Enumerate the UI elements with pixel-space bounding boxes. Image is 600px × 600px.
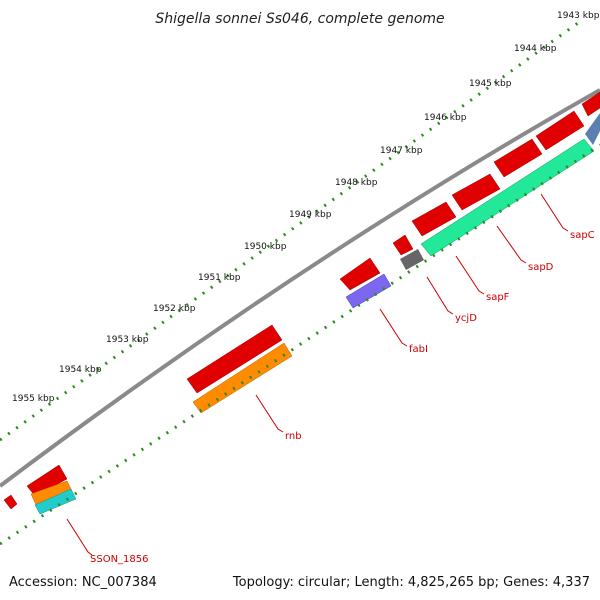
kbp-labels: 1943 kbp 1944 kbp 1945 kbp 1946 kbp 1947… bbox=[12, 11, 600, 404]
kbp-label-1945: 1945 kbp bbox=[469, 79, 512, 89]
kbp-label-1953: 1953 kbp bbox=[106, 335, 149, 345]
map-title: Shigella sonnei Ss046, complete genome bbox=[155, 11, 444, 27]
feature-block-slate[interactable] bbox=[585, 113, 600, 145]
genome-backbone bbox=[0, 88, 600, 488]
kbp-label-1952: 1952 kbp bbox=[153, 304, 196, 314]
kbp-label-1944: 1944 kbp bbox=[514, 44, 557, 54]
gene-arrow[interactable] bbox=[411, 201, 457, 237]
gene-arrow[interactable] bbox=[186, 324, 283, 394]
gene-labels: sapC sapD sapF ycjD fabI rnb SSON_1856 bbox=[90, 230, 595, 565]
gene-label-sapF[interactable]: sapF bbox=[486, 292, 510, 303]
leader-line-fabI bbox=[379, 308, 408, 347]
gene-arrow[interactable] bbox=[451, 173, 501, 211]
kbp-label-1948: 1948 kbp bbox=[335, 178, 378, 188]
feature-block-orange[interactable] bbox=[192, 342, 293, 414]
gene-label-SSON_1856[interactable]: SSON_1856 bbox=[90, 554, 149, 565]
accession-text: Accession: NC_007384 bbox=[9, 575, 157, 590]
gene-arrow[interactable] bbox=[535, 110, 585, 151]
kbp-label-1950: 1950 kbp bbox=[244, 242, 287, 252]
gene-arrow[interactable] bbox=[493, 138, 543, 178]
gene-arrow[interactable] bbox=[26, 464, 68, 497]
feature-block-cyan[interactable] bbox=[34, 488, 77, 515]
inner-tick-ring bbox=[0, 143, 600, 546]
leader-line-rnb bbox=[255, 394, 284, 433]
feature-block-teal[interactable] bbox=[420, 138, 595, 257]
kbp-label-1954: 1954 kbp bbox=[59, 365, 102, 375]
leader-line-sapC bbox=[540, 193, 569, 232]
leader-line-sapD bbox=[496, 225, 527, 264]
gene-arrow[interactable] bbox=[392, 234, 414, 256]
feature-block-purple[interactable] bbox=[345, 273, 392, 309]
kbp-label-1946: 1946 kbp bbox=[424, 113, 467, 123]
kbp-label-1951: 1951 kbp bbox=[198, 273, 241, 283]
gene-label-sapD[interactable]: sapD bbox=[528, 262, 554, 273]
cds-track bbox=[3, 91, 600, 510]
leader-lines bbox=[66, 193, 569, 556]
kbp-label-1943: 1943 kbp bbox=[557, 11, 600, 21]
gene-label-ycjD[interactable]: ycjD bbox=[455, 313, 477, 324]
kbp-label-1947: 1947 kbp bbox=[380, 146, 423, 156]
gene-label-fabI[interactable]: fabI bbox=[409, 344, 428, 355]
gene-label-rnb[interactable]: rnb bbox=[285, 431, 302, 442]
genome-summary-text: Topology: circular; Length: 4,825,265 bp… bbox=[232, 575, 590, 590]
gene-arrow[interactable] bbox=[581, 91, 600, 117]
feature-track bbox=[30, 113, 600, 515]
kbp-label-1949: 1949 kbp bbox=[289, 210, 332, 220]
leader-line-sapF bbox=[455, 255, 485, 295]
gene-label-sapC[interactable]: sapC bbox=[570, 230, 595, 241]
kbp-label-1955: 1955 kbp bbox=[12, 394, 55, 404]
gene-arrow[interactable] bbox=[3, 494, 18, 510]
leader-line-SSON_1856 bbox=[66, 518, 93, 556]
leader-line-ycjD bbox=[426, 276, 454, 315]
feature-block-gray[interactable] bbox=[400, 249, 424, 270]
gene-arrow[interactable] bbox=[339, 257, 381, 291]
